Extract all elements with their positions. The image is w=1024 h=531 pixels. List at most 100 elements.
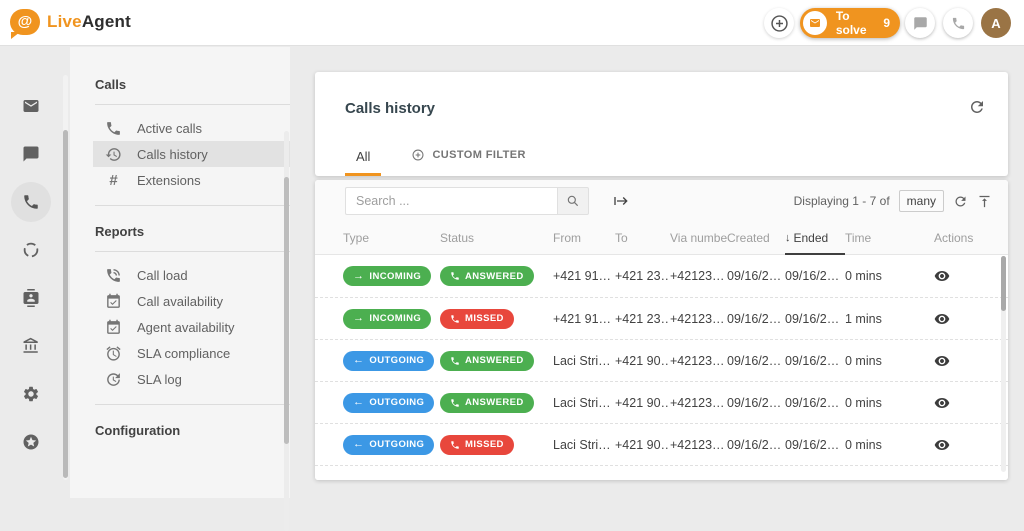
view-call-button[interactable] (934, 395, 950, 411)
direction-arrow-icon: ← (353, 438, 365, 450)
sidebar-item-calls-history[interactable]: Calls history (93, 141, 290, 167)
column-header-status[interactable]: Status (440, 231, 475, 245)
direction-arrow-icon: → (353, 312, 365, 324)
star-circle-icon (22, 433, 40, 451)
call-direction-badge: → INCOMING (343, 266, 432, 286)
chats-button[interactable] (905, 8, 935, 38)
cell-actions (925, 268, 1008, 284)
rail-company-item[interactable] (16, 331, 46, 361)
rail-scrollbar-track (63, 75, 68, 480)
calls-button[interactable] (943, 8, 973, 38)
table-scrollbar-track (1001, 256, 1006, 472)
liveagent-logo[interactable]: @ LiveAgent (10, 9, 131, 39)
column-header-type[interactable]: Type (343, 231, 370, 245)
cell-to: +421 90… (615, 353, 670, 368)
cell-actions (925, 311, 1008, 327)
cell-status: MISSED (440, 308, 553, 329)
table-row[interactable]: → INCOMING ANSWERED +421 91… +421 23… +4… (315, 255, 1008, 297)
column-header-ended-sorted[interactable]: ↓ Ended (785, 222, 845, 255)
rail-chats-item[interactable] (16, 139, 46, 169)
column-header-to[interactable]: To (615, 231, 628, 245)
cell-status: ANSWERED (440, 392, 553, 413)
refresh-button[interactable] (968, 98, 986, 116)
cell-type: ← OUTGOING (343, 350, 440, 371)
column-header-from[interactable]: From (553, 231, 581, 245)
rail-contacts-item[interactable] (16, 283, 46, 313)
rail-calls-item-active[interactable] (11, 182, 51, 222)
rail-scrollbar-thumb[interactable] (63, 130, 68, 478)
sidebar-item-call-load[interactable]: Call load (93, 262, 290, 288)
cell-created: 09/16/2… (727, 269, 782, 283)
table-scrollbar-thumb[interactable] (1001, 256, 1006, 311)
view-call-button[interactable] (934, 437, 950, 453)
tab-all[interactable]: All (345, 149, 382, 176)
brand-text: LiveAgent (47, 12, 131, 31)
view-call-button[interactable] (934, 353, 950, 369)
phone-icon (450, 271, 460, 281)
refresh-icon (953, 194, 968, 209)
scroll-to-top-button[interactable] (977, 194, 992, 209)
cell-from: +421 91… (553, 311, 612, 326)
tab-custom-filter[interactable]: CUSTOM FILTER (411, 148, 525, 176)
logo-bubble-icon: @ (10, 9, 40, 39)
chat-bubble-icon (913, 16, 928, 31)
cell-time: 0 mins (845, 269, 882, 283)
refresh-list-button[interactable] (953, 194, 968, 209)
phone-icon (450, 314, 460, 324)
result-count-box[interactable]: many (898, 190, 944, 212)
cell-from: Laci Stri… (553, 395, 611, 410)
call-direction-badge: ← OUTGOING (343, 392, 435, 413)
direction-arrow-icon: → (353, 269, 365, 282)
table-row[interactable]: ← OUTGOING ANSWERED Laci Stri… +421 90… … (315, 381, 1008, 423)
cell-via-number: +42123… (670, 353, 725, 368)
tab-bar: All CUSTOM FILTER (345, 148, 526, 176)
table-row[interactable]: → INCOMING MISSED +421 91… +421 23… +421… (315, 297, 1008, 339)
column-header-created[interactable]: Created (727, 231, 770, 245)
column-header-actions: Actions (934, 231, 974, 245)
start-screening-button[interactable] (613, 193, 629, 209)
cell-to: +421 90… (615, 395, 670, 410)
icon-rail (0, 47, 62, 498)
table-row[interactable]: ← OUTGOING MISSED Laci Stri… +421 90… +4… (315, 423, 1008, 465)
sidebar-item-active-calls[interactable]: Active calls (93, 115, 290, 141)
eye-icon (934, 437, 950, 453)
vertical-align-top-icon (977, 194, 992, 209)
cell-status: MISSED (440, 434, 553, 455)
search-input[interactable] (345, 187, 557, 215)
cell-via-number: +42123… (670, 395, 725, 410)
column-header-via-number[interactable]: Via number (670, 231, 727, 245)
table-row[interactable]: ← OUTGOING ANSWERED Laci Stri… +421 90… … (315, 339, 1008, 381)
cell-to: +421 90… (615, 437, 670, 452)
sidebar-item-agent-availability[interactable]: Agent availability (93, 314, 290, 340)
rail-starred-item[interactable] (16, 427, 46, 457)
avatar[interactable]: A (981, 8, 1011, 38)
to-solve-button[interactable]: To solve 9 (800, 8, 900, 38)
rail-tickets-item[interactable] (16, 91, 46, 121)
call-status-badge: ANSWERED (440, 392, 534, 413)
sidebar-item-sla-log[interactable]: SLA log (93, 366, 290, 392)
search-box (345, 187, 589, 215)
column-header-time[interactable]: Time (845, 231, 872, 245)
add-button[interactable] (764, 8, 794, 38)
menu-scrollbar-thumb[interactable] (284, 177, 289, 444)
chat-bubble-icon (22, 145, 40, 163)
rail-settings-item[interactable] (16, 379, 46, 409)
paging-controls: Displaying 1 - 7 of many (794, 190, 992, 212)
phone-icon (450, 440, 460, 450)
cell-via-number: +42123… (670, 269, 725, 283)
cell-type: → INCOMING (343, 266, 440, 286)
update-clock-icon (105, 371, 122, 388)
cell-time: 0 mins (845, 437, 882, 452)
search-icon (566, 194, 580, 208)
rail-activity-item[interactable] (16, 235, 46, 265)
view-call-button[interactable] (934, 311, 950, 327)
sidebar-item-extensions[interactable]: # Extensions (93, 167, 290, 193)
cell-created: 09/16/2… (727, 353, 782, 368)
sidebar-item-call-availability[interactable]: Call availability (93, 288, 290, 314)
gear-icon (22, 385, 40, 403)
sidebar-item-sla-compliance[interactable]: SLA compliance (93, 340, 290, 366)
search-button[interactable] (557, 187, 589, 215)
displaying-label: Displaying 1 - 7 of (793, 194, 890, 208)
eye-icon (934, 395, 950, 411)
view-call-button[interactable] (934, 268, 950, 284)
